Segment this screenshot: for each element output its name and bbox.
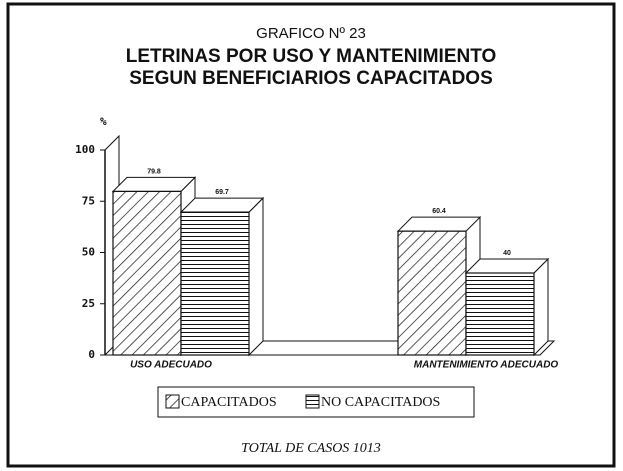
- value-label: 40: [503, 250, 511, 257]
- bar-top: [396, 216, 482, 232]
- value-label: 69.7: [215, 189, 229, 196]
- bar-side: [248, 196, 264, 357]
- bar-top: [179, 197, 265, 213]
- legend-label: CAPACITADOS: [181, 395, 277, 410]
- subtitle: LETRINAS POR USO Y MANTENIMIENTO: [126, 46, 497, 67]
- footnote: TOTAL DE CASOS 1013: [241, 441, 381, 456]
- x-tick-label: USO ADECUADO: [130, 360, 212, 371]
- y-axis-label: %: [100, 115, 107, 128]
- value-label: 60.4: [432, 208, 446, 215]
- bar-top: [111, 176, 197, 192]
- subtitle: SEGUN BENEFICIARIOS CAPACITADOS: [129, 68, 493, 89]
- y-tick-label: 0: [88, 348, 95, 361]
- chart-title: GRAFICO Nº 23: [256, 25, 366, 42]
- legend-swatch: [165, 394, 180, 409]
- legend-label: NO CAPACITADOS: [321, 395, 440, 410]
- x-tick-label: MANTENIMIENTO ADECUADO: [414, 360, 559, 371]
- bar: [465, 272, 535, 356]
- y-tick-label: 75: [82, 194, 95, 207]
- legend-swatch: [305, 394, 320, 409]
- bar: [180, 211, 250, 356]
- value-label: 79.8: [147, 168, 161, 175]
- bar: [112, 190, 182, 356]
- y-tick-label: 50: [82, 246, 95, 259]
- y-tick-label: 25: [82, 297, 95, 310]
- bar-top: [464, 258, 550, 274]
- bar-side: [533, 257, 549, 357]
- bar: [397, 230, 467, 356]
- y-tick-label: 100: [75, 143, 95, 156]
